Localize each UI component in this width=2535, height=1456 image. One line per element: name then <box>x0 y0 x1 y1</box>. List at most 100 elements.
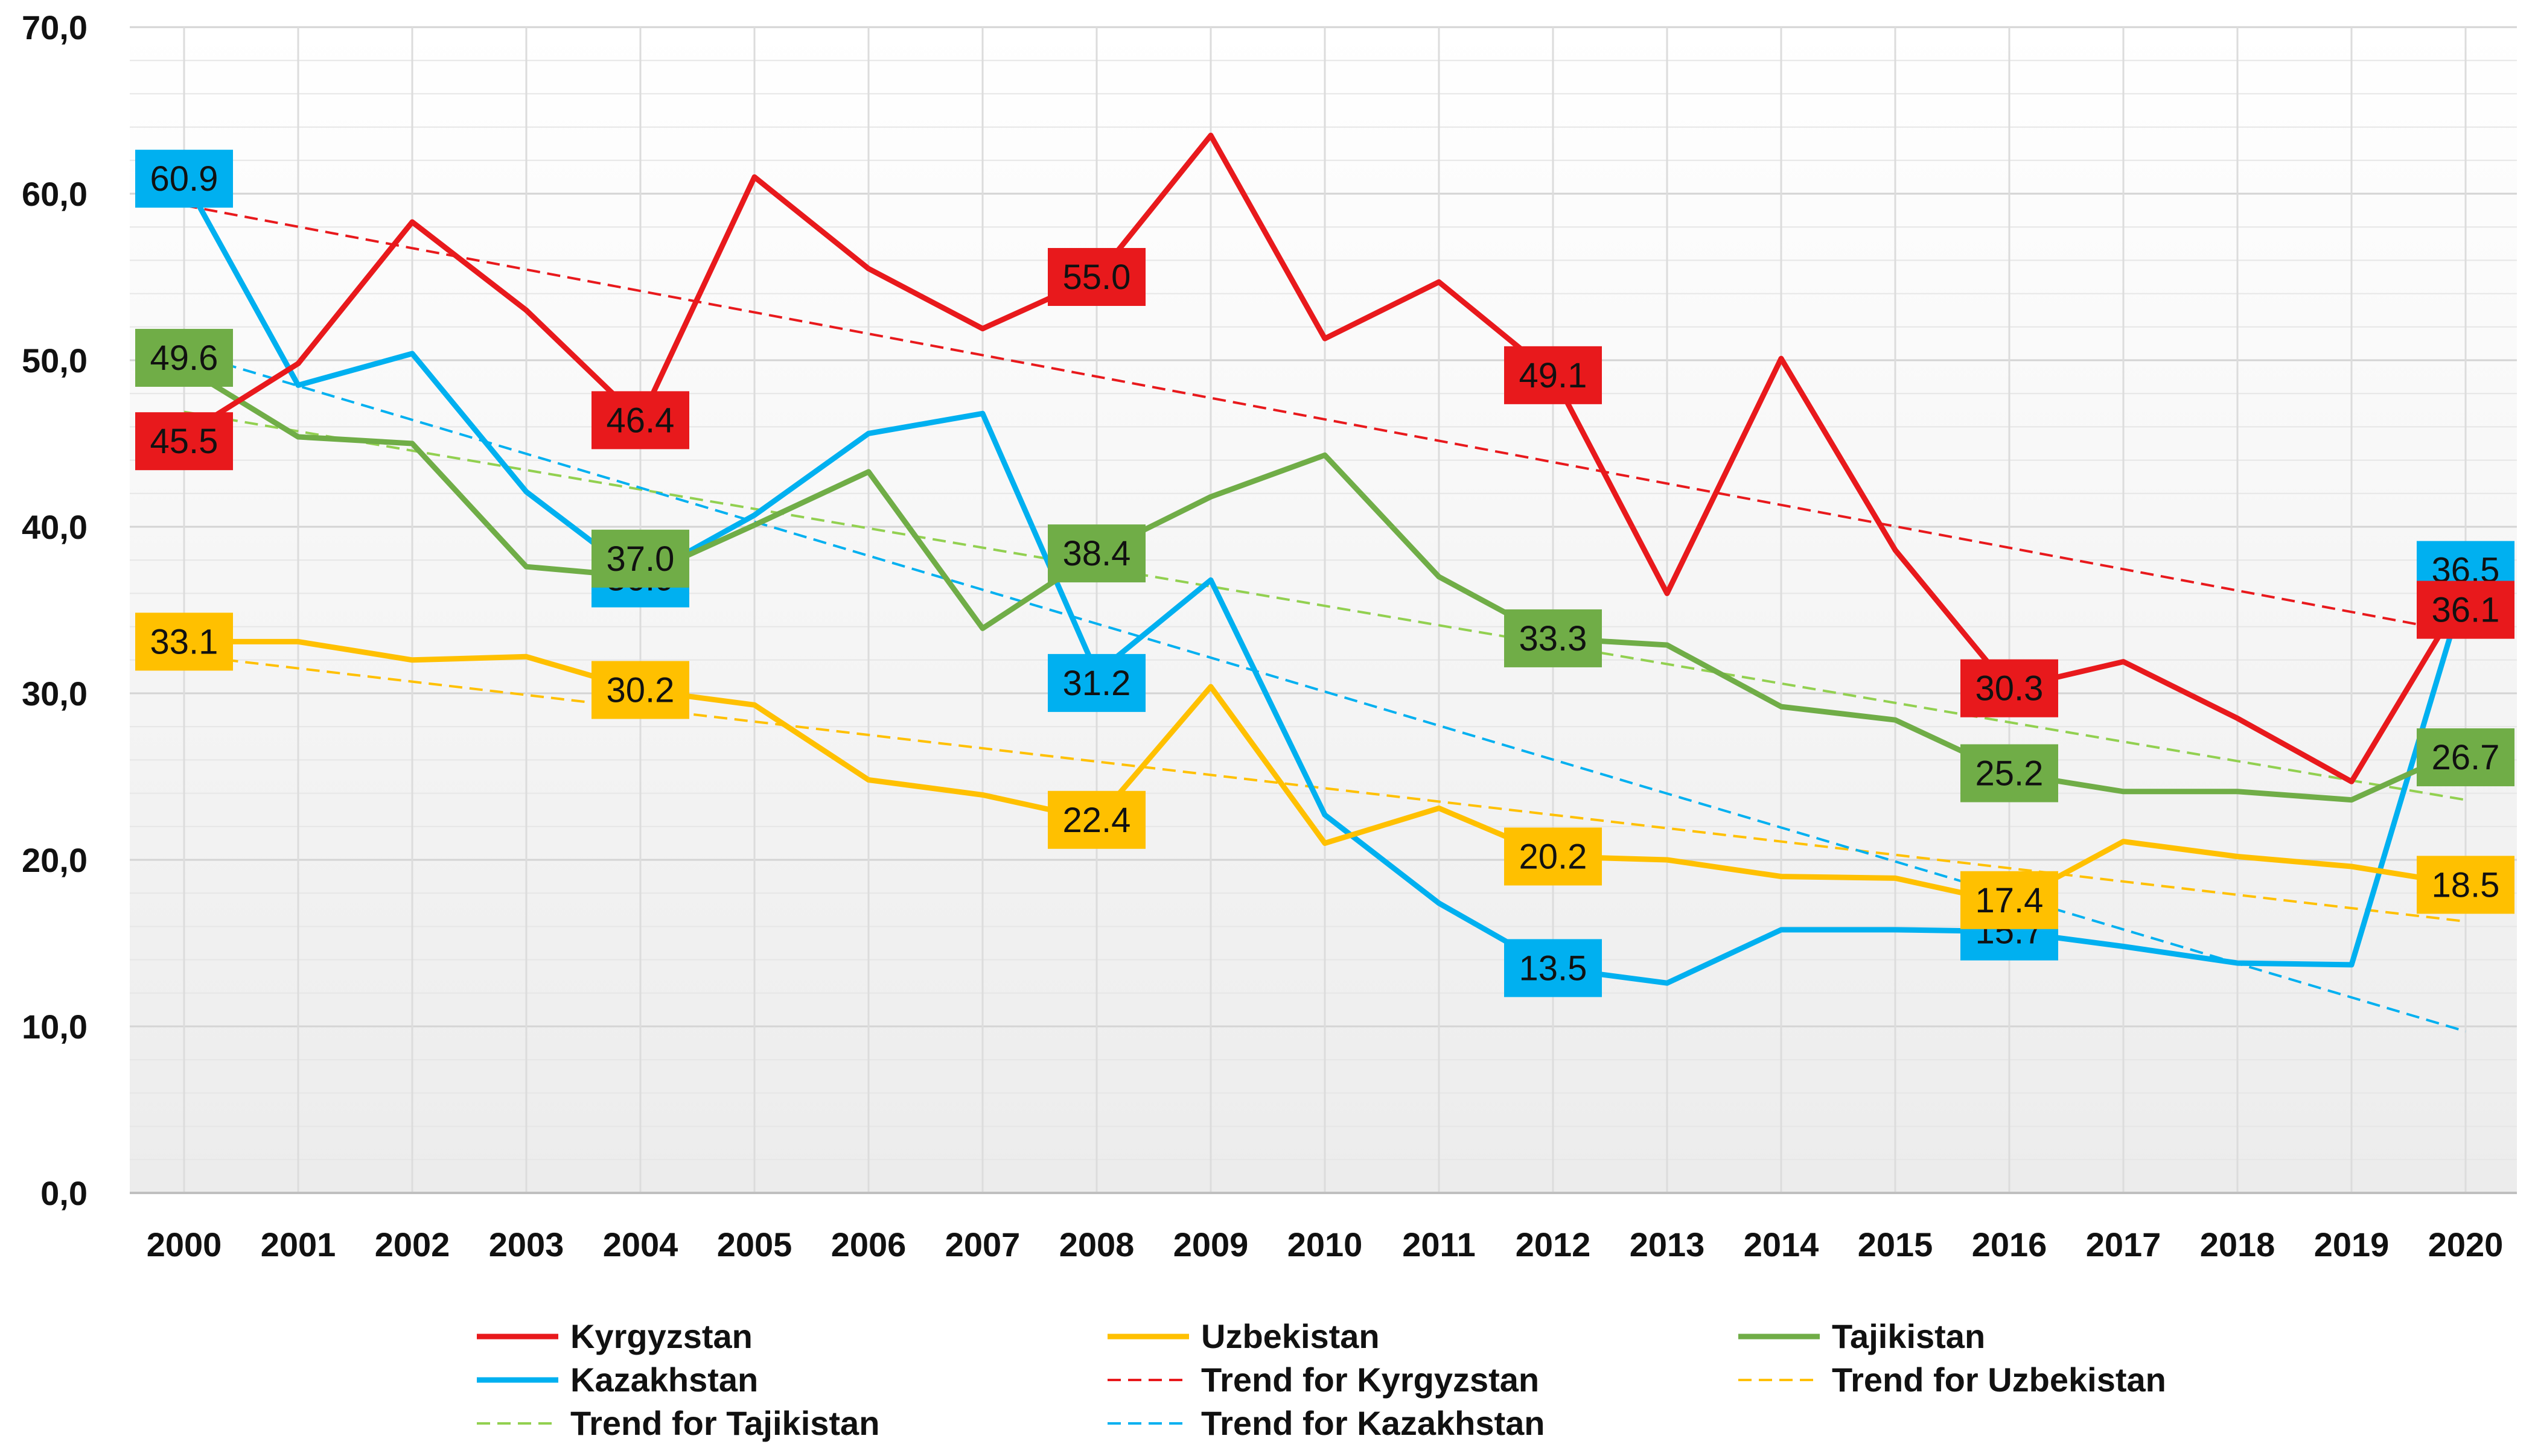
legend-label: Kazakhstan <box>570 1361 758 1399</box>
data-label-value: 20.2 <box>1519 837 1587 876</box>
x-tick-label: 2006 <box>831 1226 907 1264</box>
data-point-kazakhstan <box>1210 579 1211 580</box>
data-label-box <box>1960 659 2058 717</box>
x-tick-label: 2016 <box>1972 1226 2047 1264</box>
data-point-kyrgyzstan <box>412 221 413 223</box>
x-tick-label: 2010 <box>1287 1226 1363 1264</box>
data-label-value: 38.4 <box>1063 534 1131 573</box>
data-point-kazakhstan <box>1895 929 1896 930</box>
data-point-uzbekistan <box>526 656 527 657</box>
legend-item: Trend for Tajikistan <box>477 1404 879 1442</box>
trend-line-tajikistan <box>183 410 2466 801</box>
data-point-tajikistan <box>1210 496 1211 497</box>
data-label-value: 49.1 <box>1519 356 1587 395</box>
data-label-box <box>592 391 689 450</box>
data-label-box <box>135 412 233 471</box>
data-point-uzbekistan <box>298 641 299 642</box>
x-tick-label: 2007 <box>945 1226 1021 1264</box>
data-label-value: 55.0 <box>1063 258 1131 297</box>
data-point-kazakhstan <box>2351 964 2352 965</box>
y-tick-label: 0,0 <box>40 1174 88 1212</box>
data-point-uzbekistan <box>2123 841 2124 842</box>
data-label-value: 31.2 <box>1063 664 1131 703</box>
x-tick-label: 2000 <box>147 1226 222 1264</box>
legend-label: Trend for Kazakhstan <box>1201 1404 1545 1442</box>
data-point-tajikistan <box>2123 791 2124 792</box>
x-tick-label: 2018 <box>2200 1226 2275 1264</box>
x-tick-label: 2020 <box>2428 1226 2504 1264</box>
x-tick-label: 2011 <box>1402 1226 1476 1264</box>
data-label-kyrgyzstan: 46.4 <box>592 391 689 450</box>
data-label-box <box>592 529 689 588</box>
legend-item: Trend for Kazakhstan <box>1108 1404 1545 1442</box>
data-point-uzbekistan <box>982 794 983 795</box>
x-tick-label: 2012 <box>1516 1226 1591 1264</box>
gridlines <box>130 26 2517 1193</box>
data-label-kyrgyzstan: 55.0 <box>1048 248 1146 306</box>
data-label-box <box>1504 346 1602 404</box>
data-point-kyrgyzstan <box>1781 358 1782 359</box>
data-point-kyrgyzstan <box>1324 338 1325 339</box>
legend: Kyrgyzstan Uzbekistan Tajikistan Kazakhstan… <box>477 1317 2166 1442</box>
legend-item: Trend for Kyrgyzstan <box>1108 1361 1539 1399</box>
data-point-uzbekistan <box>2351 866 2352 867</box>
data-point-uzbekistan <box>1781 876 1782 877</box>
data-point-tajikistan <box>2237 791 2238 792</box>
data-point-uzbekistan <box>1438 807 1440 809</box>
data-label-tajikistan: 26.7 <box>2417 728 2514 787</box>
data-label-box <box>2417 580 2514 639</box>
data-label-box <box>1504 939 1602 997</box>
y-tick-label: 50,0 <box>22 342 88 380</box>
data-label-uzbekistan: 18.5 <box>2417 856 2514 914</box>
data-label-value: 18.5 <box>2432 865 2500 904</box>
data-label-box <box>592 661 689 719</box>
data-label-box <box>135 612 233 671</box>
data-point-uzbekistan <box>754 704 755 705</box>
data-label-kazakhstan: 31.2 <box>1048 653 1146 712</box>
data-point-tajikistan <box>1324 454 1325 456</box>
data-label-box <box>1048 248 1146 306</box>
data-label-kazakhstan: 60.9 <box>135 150 233 208</box>
data-point-uzbekistan <box>1324 842 1325 844</box>
data-label-box <box>1504 827 1602 886</box>
data-point-tajikistan <box>754 524 755 526</box>
x-tick-label: 2003 <box>489 1226 564 1264</box>
series-line-kyrgyzstan <box>181 132 2469 784</box>
data-point-tajikistan <box>1781 706 1782 707</box>
data-label-value: 49.6 <box>150 339 218 378</box>
data-point-uzbekistan <box>412 660 413 661</box>
x-tick-label: 2002 <box>375 1226 450 1264</box>
data-point-kazakhstan <box>868 433 869 434</box>
data-label-value: 17.4 <box>1975 881 2044 920</box>
x-tick-label: 2013 <box>1630 1226 1705 1264</box>
legend-label: Kyrgyzstan <box>570 1317 753 1355</box>
data-label-box <box>135 329 233 387</box>
data-point-kyrgyzstan <box>2123 661 2124 663</box>
data-label-value: 25.2 <box>1975 754 2044 793</box>
data-point-kazakhstan <box>982 413 983 414</box>
data-point-kazakhstan <box>2237 962 2238 964</box>
data-label-uzbekistan: 30.2 <box>592 661 689 719</box>
data-point-kazakhstan <box>1324 814 1325 815</box>
data-point-uzbekistan <box>1666 859 1668 860</box>
data-point-tajikistan <box>1895 719 1896 720</box>
data-point-kazakhstan <box>412 353 413 354</box>
data-labels: 60.936.931.213.515.736.533.130.222.420.2… <box>135 150 2514 997</box>
data-label-kyrgyzstan: 45.5 <box>135 412 233 471</box>
trend-lines <box>183 204 2466 1033</box>
data-label-value: 13.5 <box>1519 949 1587 988</box>
data-point-kazakhstan <box>1781 929 1782 930</box>
data-label-tajikistan: 33.3 <box>1504 609 1602 667</box>
data-point-kyrgyzstan <box>1895 550 1896 551</box>
data-point-uzbekistan <box>868 780 869 781</box>
x-tick-label: 2008 <box>1059 1226 1135 1264</box>
data-point-kyrgyzstan <box>868 268 869 269</box>
data-label-value: 33.1 <box>150 622 218 661</box>
plot-area <box>130 27 2517 1193</box>
y-tick-label: 30,0 <box>22 675 88 713</box>
x-tick-label: 2001 <box>261 1226 336 1264</box>
data-point-kazakhstan <box>1438 903 1440 904</box>
data-point-uzbekistan <box>1210 686 1211 687</box>
